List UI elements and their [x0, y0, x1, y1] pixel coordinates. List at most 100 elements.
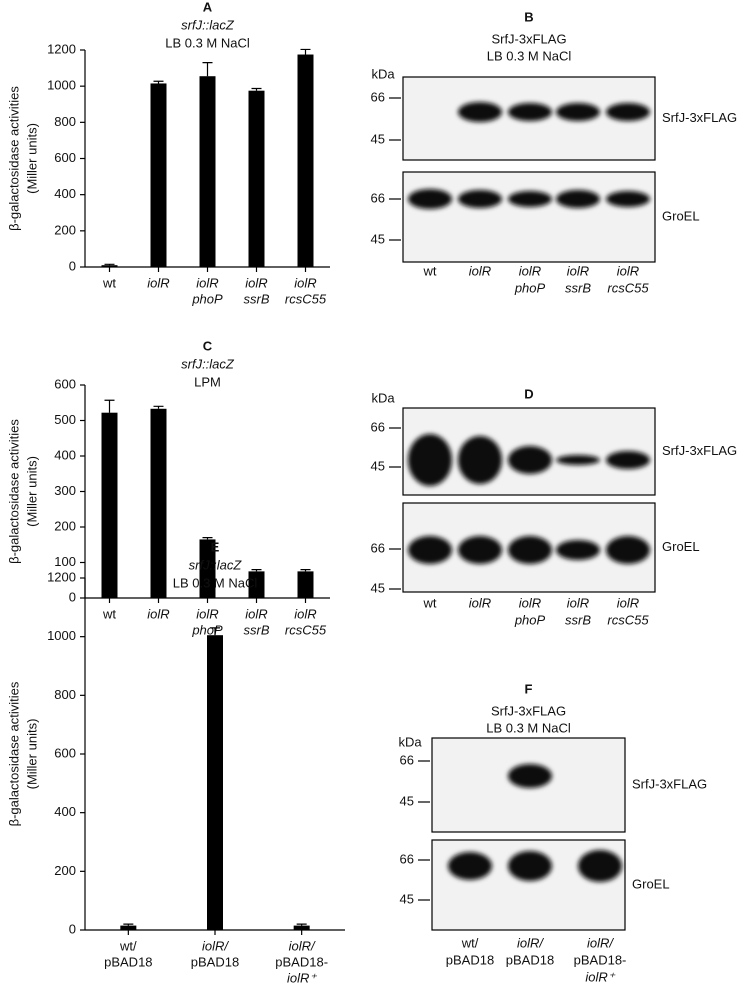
- lane-label: phoP: [514, 280, 546, 295]
- error-bar: [210, 627, 220, 636]
- bar: [207, 635, 223, 930]
- bar: [150, 83, 167, 268]
- y-axis-label: β-galactosidase activities: [6, 681, 21, 826]
- blot-title: LB 0.3 M NaCl: [486, 720, 571, 735]
- error-bar: [104, 399, 115, 413]
- band: [508, 191, 552, 207]
- lane-label: rcsC55: [607, 612, 649, 627]
- lane-label: iolR: [469, 595, 491, 610]
- band: [556, 455, 600, 465]
- bar: [293, 925, 310, 930]
- y-axis-label: (Miller units): [24, 719, 39, 790]
- y-tick-label: 200: [54, 222, 76, 237]
- band-label: SrfJ-3xFLAG: [662, 110, 737, 125]
- band: [408, 189, 452, 209]
- band: [606, 191, 650, 207]
- marker-label: 45: [371, 458, 385, 473]
- band: [458, 102, 502, 122]
- error-bar: [251, 569, 262, 572]
- x-tick-label: iolR: [294, 275, 316, 290]
- lane-label: pBAD18: [446, 952, 494, 967]
- lane-label: pBAD18-: [574, 952, 627, 967]
- y-tick-label: 1200: [47, 569, 76, 584]
- y-tick-label: 500: [54, 412, 76, 427]
- x-tick-label: rcsC55: [285, 291, 327, 306]
- bar: [297, 54, 314, 268]
- band: [458, 190, 502, 208]
- band: [458, 536, 502, 564]
- panel-letter: A: [203, 0, 213, 14]
- x-tick-label: ssrB: [244, 622, 270, 637]
- membrane: [402, 171, 656, 263]
- band: [556, 540, 600, 560]
- y-tick-label: 600: [54, 376, 76, 391]
- x-tick-label: wt/: [119, 938, 137, 953]
- band: [508, 536, 552, 564]
- bar: [248, 90, 265, 267]
- band-label: GroEL: [662, 208, 700, 223]
- band: [458, 436, 502, 484]
- error-bar: [123, 923, 134, 926]
- bar: [150, 408, 167, 598]
- marker-label: 45: [371, 580, 385, 595]
- x-tick-label: ssrB: [244, 291, 270, 306]
- marker-label: 66: [371, 190, 385, 205]
- marker-label: 45: [400, 793, 414, 808]
- y-axis-label: β-galactosidase activities: [6, 86, 21, 231]
- band: [508, 446, 552, 474]
- band-label: SrfJ-3xFLAG: [662, 443, 737, 458]
- lane-label: rcsC55: [607, 280, 649, 295]
- panel-letter: E: [211, 539, 220, 554]
- lane-label: iolR/: [587, 935, 614, 950]
- y-tick-label: 300: [54, 483, 76, 498]
- y-tick-label: 200: [54, 863, 76, 878]
- x-tick-label: iolR: [196, 606, 218, 621]
- band-label: SrfJ-3xFLAG: [632, 776, 707, 791]
- lane-label: phoP: [514, 612, 546, 627]
- x-tick-label: iolR/: [289, 938, 316, 953]
- y-tick-label: 400: [54, 186, 76, 201]
- marker-label: 66: [371, 89, 385, 104]
- x-tick-label: iolR: [147, 606, 169, 621]
- marker-label: 66: [371, 419, 385, 434]
- chart-title: srfJ::lacZ: [181, 356, 235, 371]
- band: [508, 103, 552, 121]
- panel-letter: C: [203, 338, 213, 353]
- panel-letter: B: [524, 9, 533, 24]
- marker-label: 66: [400, 851, 414, 866]
- y-tick-label: 400: [54, 804, 76, 819]
- band: [556, 190, 600, 208]
- error-bar: [202, 62, 213, 77]
- chart-title: LB 0.3 M NaCl: [173, 575, 258, 590]
- y-tick-label: 800: [54, 687, 76, 702]
- unit-label: kDa: [371, 66, 395, 81]
- error-bar: [251, 87, 262, 91]
- lane-label: iolR: [617, 263, 639, 278]
- bar: [101, 412, 118, 598]
- lane-label: iolR: [519, 595, 541, 610]
- marker-label: 45: [371, 131, 385, 146]
- y-axis-label: (Miller units): [24, 123, 39, 194]
- x-tick-label: iolR: [245, 275, 267, 290]
- y-axis-label: β-galactosidase activities: [6, 419, 21, 564]
- y-tick-label: 1200: [47, 41, 76, 56]
- x-tick-label: pBAD18-: [275, 954, 328, 969]
- band: [606, 536, 650, 564]
- bar: [297, 571, 314, 598]
- chart-title: LB 0.3 M NaCl: [165, 35, 250, 50]
- marker-label: 66: [400, 752, 414, 767]
- lane-label: pBAD18: [506, 952, 554, 967]
- band: [508, 764, 552, 788]
- marker-label: 45: [400, 891, 414, 906]
- lane-label: iolR: [617, 595, 639, 610]
- x-tick-label: rcsC55: [285, 622, 327, 637]
- lane-label: iolR⁺: [585, 969, 615, 984]
- band: [606, 451, 650, 469]
- lane-label: iolR: [567, 595, 589, 610]
- error-bar: [300, 569, 311, 572]
- lane-label: ssrB: [565, 280, 591, 295]
- band: [448, 852, 492, 880]
- y-axis-label: (Miller units): [24, 456, 39, 527]
- error-bar: [104, 263, 115, 266]
